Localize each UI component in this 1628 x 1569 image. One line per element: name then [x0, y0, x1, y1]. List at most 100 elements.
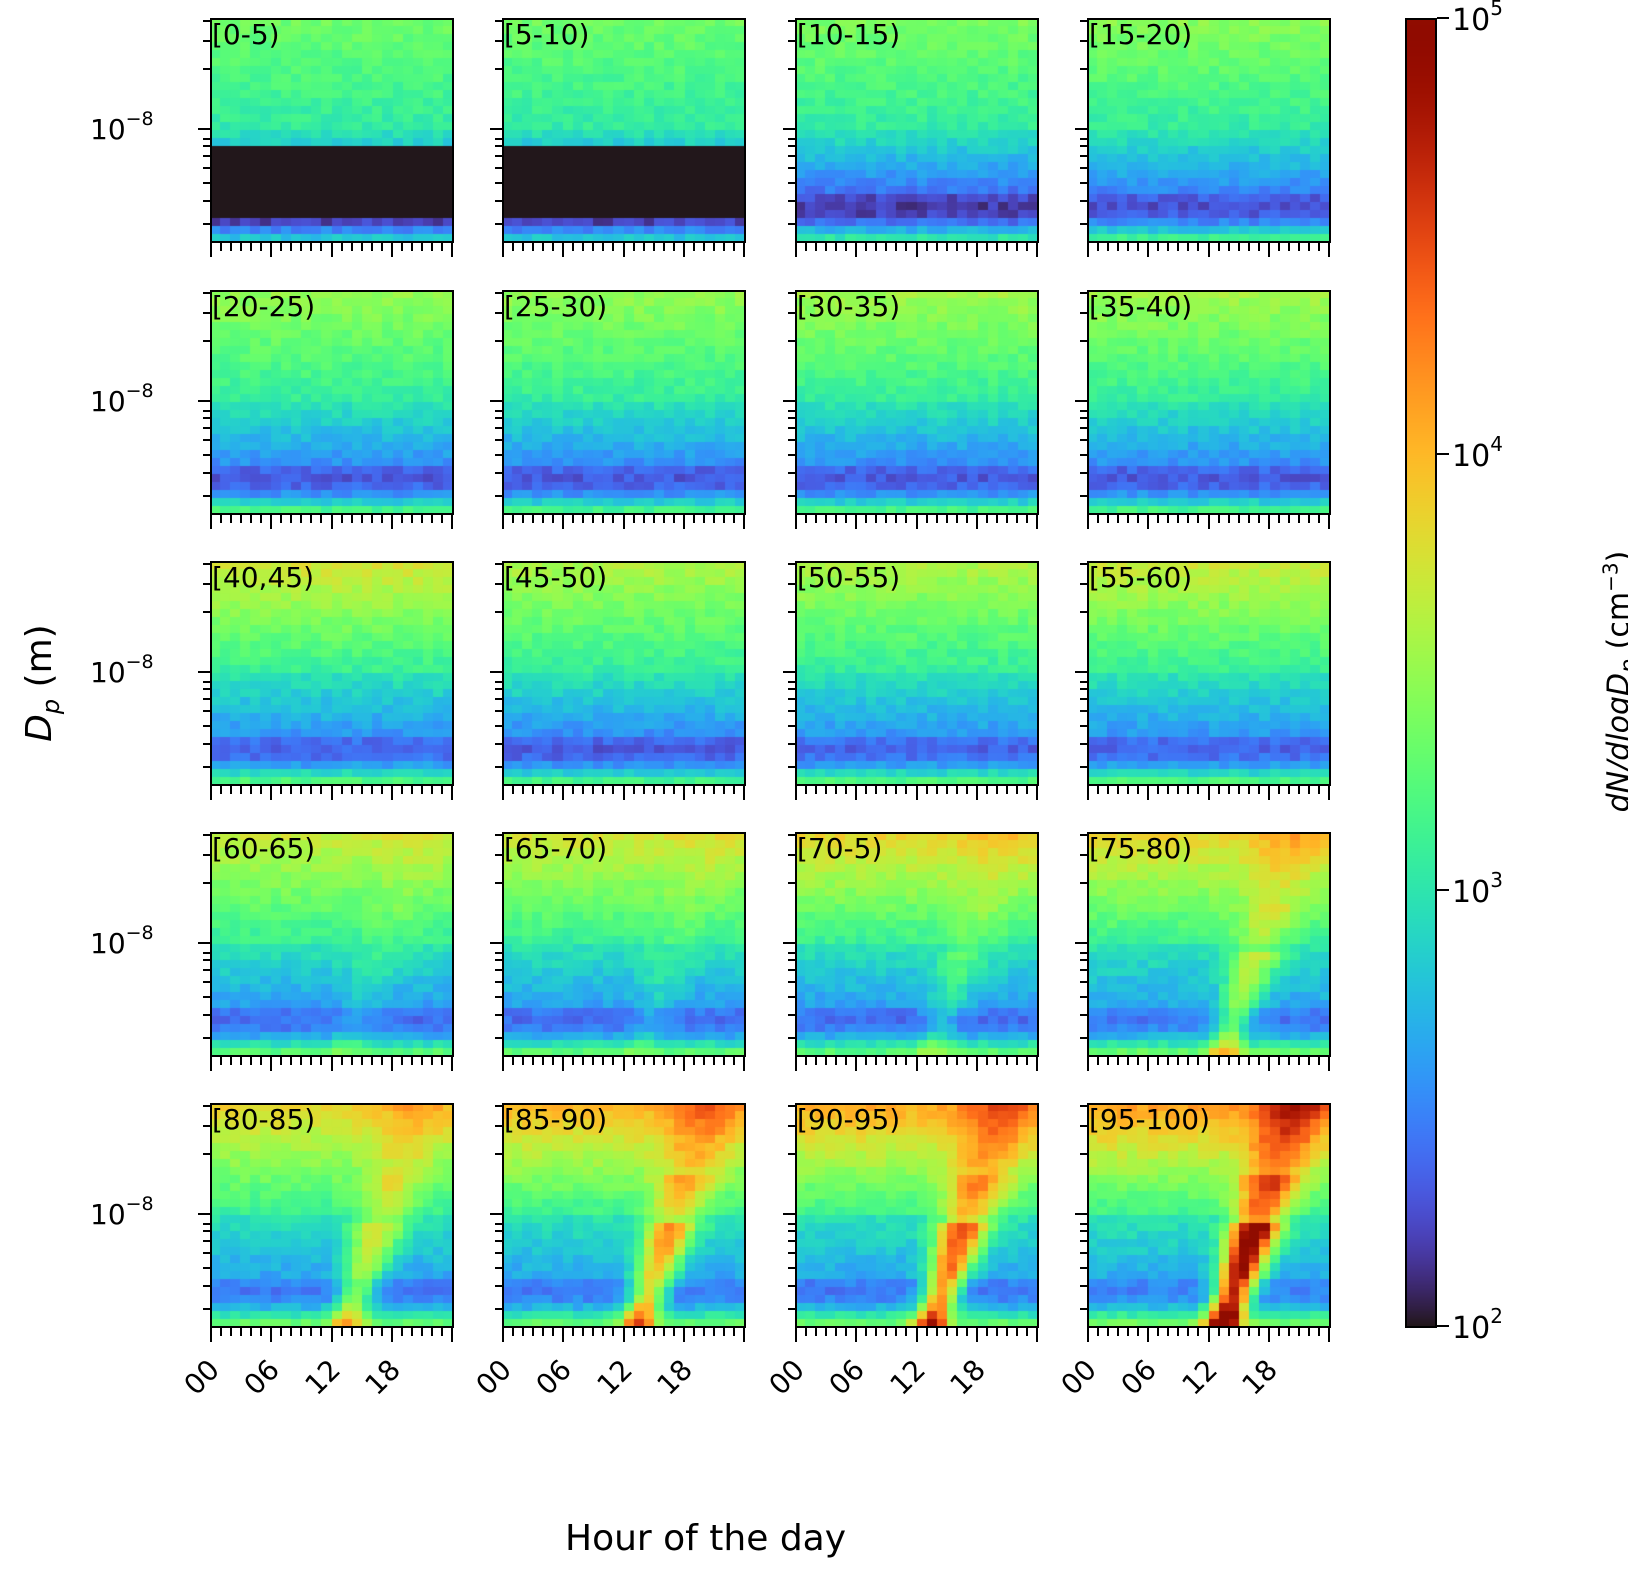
colorbar-tick — [1437, 1325, 1449, 1327]
x-tick — [732, 515, 735, 523]
x-tick — [795, 515, 797, 529]
x-tick-label: 00 — [469, 1353, 518, 1402]
x-tick — [1137, 243, 1140, 251]
x-tick — [1237, 515, 1240, 523]
y-tick — [490, 400, 502, 402]
x-tick — [1317, 786, 1320, 794]
x-tick — [1087, 1057, 1089, 1071]
x-tick — [985, 786, 988, 794]
heatmap-cells — [210, 290, 454, 515]
y-tick — [495, 1125, 502, 1127]
x-tick — [1127, 1057, 1130, 1065]
x-tick-label: 12 — [882, 1353, 932, 1402]
x-tick — [805, 1057, 808, 1065]
x-tick — [905, 515, 908, 523]
x-tick — [612, 786, 615, 794]
x-tick — [1257, 786, 1260, 794]
y-tick — [788, 1223, 795, 1225]
x-tick — [1157, 786, 1160, 794]
y-tick — [1080, 1252, 1087, 1254]
x-tick — [975, 786, 978, 800]
x-tick — [400, 786, 403, 794]
panel-label: [50-55) — [797, 561, 901, 594]
x-tick — [330, 786, 333, 800]
x-axis-label: Hour of the day — [565, 1518, 847, 1559]
x-tick — [1097, 786, 1100, 794]
y-tick — [203, 996, 210, 998]
y-tick — [1080, 969, 1087, 971]
colorbar-tick — [1437, 17, 1449, 19]
x-tick — [310, 786, 313, 794]
heatmap-panel: [40,45) — [210, 561, 454, 786]
y-tick — [788, 583, 795, 585]
x-tick — [885, 1057, 888, 1065]
x-tick — [732, 243, 735, 251]
x-tick — [1287, 1057, 1290, 1065]
x-tick — [1297, 243, 1300, 251]
x-tick — [815, 515, 818, 523]
x-tick — [1257, 243, 1260, 251]
x-tick — [682, 786, 685, 800]
x-tick — [582, 515, 585, 523]
x-tick — [230, 515, 233, 523]
y-tick — [788, 1267, 795, 1269]
panel-label: [5-10) — [504, 18, 590, 51]
panel-label: [85-90) — [504, 1103, 608, 1136]
x-tick — [915, 243, 918, 257]
x-tick — [440, 243, 443, 251]
colorbar — [1405, 18, 1437, 1328]
y-tick — [490, 1213, 502, 1215]
y-tick — [203, 688, 210, 690]
x-tick — [562, 1328, 565, 1342]
y-tick — [203, 1230, 210, 1232]
x-tick — [975, 515, 978, 529]
x-tick — [632, 515, 635, 523]
x-tick — [702, 515, 705, 523]
x-tick — [1217, 1057, 1220, 1065]
heatmap-panel: [95-100) — [1087, 1103, 1331, 1328]
x-tick — [260, 243, 263, 251]
y-tick — [203, 1014, 210, 1016]
y-tick — [495, 1308, 502, 1310]
x-tick — [865, 515, 868, 523]
x-tick — [825, 515, 828, 523]
x-tick — [360, 786, 363, 794]
x-tick — [612, 515, 615, 523]
x-tick — [340, 786, 343, 794]
x-tick — [743, 1328, 745, 1342]
x-tick — [260, 515, 263, 523]
y-tick — [203, 472, 210, 474]
x-tick-label: 06 — [822, 1353, 872, 1402]
y-tick — [788, 969, 795, 971]
y-tick — [203, 439, 210, 441]
x-tick — [632, 1328, 635, 1336]
x-tick — [652, 1057, 655, 1065]
x-tick — [310, 243, 313, 251]
x-tick — [1117, 243, 1120, 251]
y-tick — [495, 766, 502, 768]
x-tick — [855, 1057, 858, 1071]
y-tick — [203, 611, 210, 613]
x-tick — [905, 243, 908, 251]
x-tick — [915, 786, 918, 800]
panel-frame — [1087, 561, 1331, 786]
x-tick — [390, 243, 393, 257]
x-tick — [815, 1328, 818, 1336]
x-tick — [1107, 786, 1110, 794]
x-tick — [712, 786, 715, 794]
colorbar-label: dN/dlogDp (cm−3) — [1598, 551, 1628, 813]
x-tick — [370, 1328, 373, 1336]
heatmap-panel: [25-30) — [502, 290, 746, 515]
x-tick — [1247, 1328, 1250, 1336]
x-tick — [1005, 515, 1008, 523]
y-tick — [1080, 1240, 1087, 1242]
panel-frame — [502, 561, 746, 786]
x-tick — [945, 515, 948, 523]
x-tick — [330, 1328, 333, 1342]
x-tick — [1277, 1328, 1280, 1336]
y-tick — [203, 145, 210, 147]
y-tick — [788, 725, 795, 727]
y-tick-label: 10−8 — [90, 380, 154, 418]
x-tick — [642, 1057, 645, 1065]
x-tick — [743, 515, 745, 529]
